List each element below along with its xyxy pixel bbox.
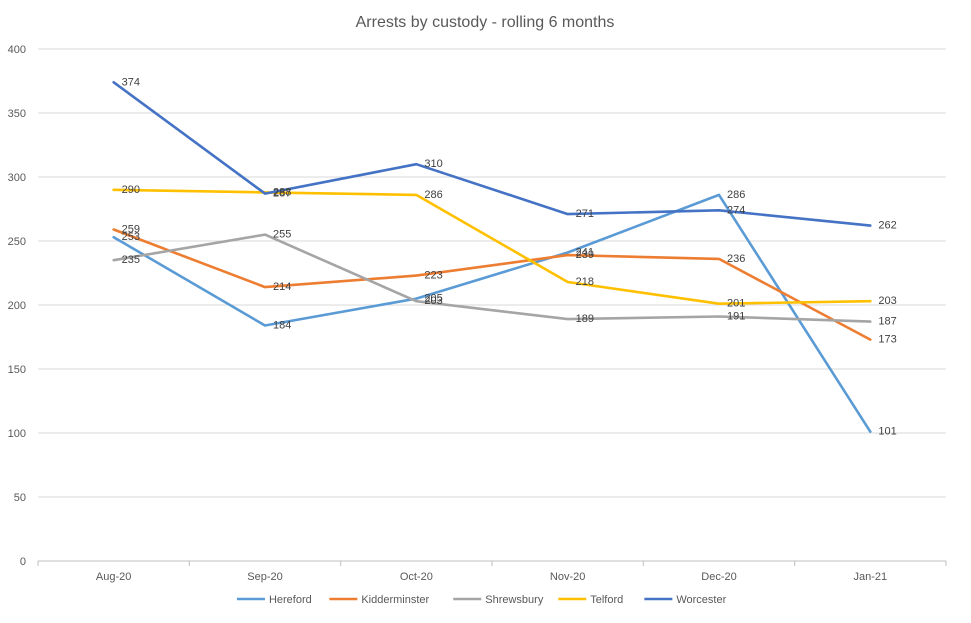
data-label-shrewsbury: 255 — [273, 229, 291, 241]
data-label-kidderminster: 173 — [878, 334, 896, 346]
gridlines — [38, 48, 946, 498]
data-label-kidderminster: 259 — [122, 223, 140, 235]
data-label-worcester: 310 — [424, 158, 442, 170]
series-line-hereford — [112, 193, 872, 434]
data-label-hereford: 101 — [878, 426, 896, 438]
data-labels: 253 184 205 241 286 101 259 214 223 239 236 173 235 2… — [122, 76, 897, 437]
series-line-shrewsbury — [112, 233, 872, 323]
y-tick-label-250: 250 — [8, 236, 26, 248]
data-label-telford: 286 — [424, 189, 442, 201]
series-line-worcester — [112, 81, 872, 227]
data-label-telford: 288 — [273, 186, 291, 198]
data-label-telford: 203 — [878, 295, 896, 307]
legend-label-telford: Telford — [590, 594, 623, 606]
data-label-worcester: 271 — [576, 208, 594, 220]
data-label-shrewsbury: 235 — [122, 254, 140, 266]
data-label-telford: 218 — [576, 276, 594, 288]
x-tick-label-Dec-20: Dec-20 — [701, 571, 736, 583]
data-label-worcester: 374 — [122, 76, 140, 88]
data-label-kidderminster: 223 — [424, 270, 442, 282]
legend-label-hereford: Hereford — [269, 594, 312, 606]
data-label-hereford: 253 — [122, 231, 140, 243]
x-tick-label-Nov-20: Nov-20 — [550, 571, 585, 583]
y-tick-label-0: 0 — [20, 556, 26, 568]
data-label-hereford: 241 — [576, 247, 594, 259]
series-line-kidderminster — [112, 228, 872, 341]
x-tick-label-Oct-20: Oct-20 — [400, 571, 433, 583]
x-tick-label-Aug-20: Aug-20 — [96, 571, 131, 583]
data-label-hereford: 205 — [424, 293, 442, 305]
data-label-shrewsbury: 203 — [424, 295, 442, 307]
data-label-worcester: 287 — [273, 188, 291, 200]
data-label-telford: 290 — [122, 184, 140, 196]
data-label-kidderminster: 236 — [727, 253, 745, 265]
data-label-kidderminster: 214 — [273, 281, 291, 293]
data-label-hereford: 286 — [727, 189, 745, 201]
y-axis: 0 50 100 150 200 250 300 350 400 — [8, 44, 26, 568]
y-tick-label-300: 300 — [8, 172, 26, 184]
x-axis: Aug-20 Sep-20 Oct-20 Nov-20 Dec-20 Jan-21 — [37, 560, 947, 583]
y-tick-label-150: 150 — [8, 364, 26, 376]
series-line-telford — [112, 188, 872, 306]
legend-label-shrewsbury: Shrewsbury — [485, 594, 544, 606]
y-tick-label-50: 50 — [14, 492, 26, 504]
y-tick-label-350: 350 — [8, 108, 26, 120]
y-tick-label-200: 200 — [8, 300, 26, 312]
legend-label-worcester: Worcester — [676, 594, 726, 606]
legend-label-kidderminster: Kidderminster — [361, 594, 429, 606]
data-label-worcester: 274 — [727, 204, 745, 216]
chart-title: Arrests by custody - rolling 6 months — [356, 14, 615, 31]
data-label-shrewsbury: 189 — [576, 313, 594, 325]
y-tick-label-400: 400 — [8, 44, 26, 56]
data-label-hereford: 184 — [273, 319, 291, 331]
data-label-telford: 201 — [727, 298, 745, 310]
x-tick-label-Jan-21: Jan-21 — [854, 571, 888, 583]
data-label-kidderminster: 239 — [576, 249, 594, 261]
data-label-worcester: 262 — [878, 220, 896, 232]
data-label-shrewsbury: 187 — [878, 316, 896, 328]
legend: Hereford Kidderminster Shrewsbury Telford Wo… — [236, 594, 727, 606]
y-tick-label-100: 100 — [8, 428, 26, 440]
x-tick-label-Sep-20: Sep-20 — [247, 571, 282, 583]
series-lines — [112, 81, 872, 434]
data-label-shrewsbury: 191 — [727, 311, 745, 323]
